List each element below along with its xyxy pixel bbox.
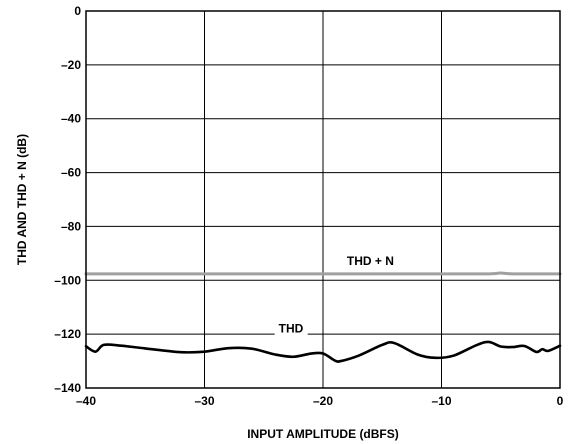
x-axis-title: INPUT AMPLITUDE (dBFS) <box>247 427 399 441</box>
y-axis-title: THD AND THD + N (dB) <box>15 134 29 265</box>
y-tick-label: –140 <box>54 381 81 395</box>
y-tick-label: –120 <box>54 327 81 341</box>
thd-plus-n-series-line <box>84 271 562 276</box>
x-tick-label: 0 <box>557 394 564 408</box>
plot-frame <box>85 10 561 389</box>
labels-layer: THD + N THD <box>274 252 398 337</box>
label-background <box>274 320 308 337</box>
x-tick-label: –40 <box>76 394 96 408</box>
y-tick-label: –80 <box>61 219 81 233</box>
tick-labels: –40 –30 –20 –10 00–20–40–60–80–100–120–140 <box>54 4 563 408</box>
x-tick-label: –20 <box>313 394 333 408</box>
x-tick-label: –30 <box>194 394 214 408</box>
thd-series-line <box>84 340 562 363</box>
y-tick-label: –20 <box>61 58 81 72</box>
x-tick-label: –10 <box>431 394 451 408</box>
thd-label: THD <box>279 321 304 335</box>
grid-lines <box>85 10 561 389</box>
y-tick-label: –60 <box>61 166 81 180</box>
y-tick-label: –100 <box>54 273 81 287</box>
label-background <box>342 252 398 269</box>
y-tick-label: –40 <box>61 112 81 126</box>
thd-plus-n-label: THD + N <box>347 254 394 268</box>
series-layer <box>84 271 562 363</box>
y-tick-label: 0 <box>74 4 81 18</box>
